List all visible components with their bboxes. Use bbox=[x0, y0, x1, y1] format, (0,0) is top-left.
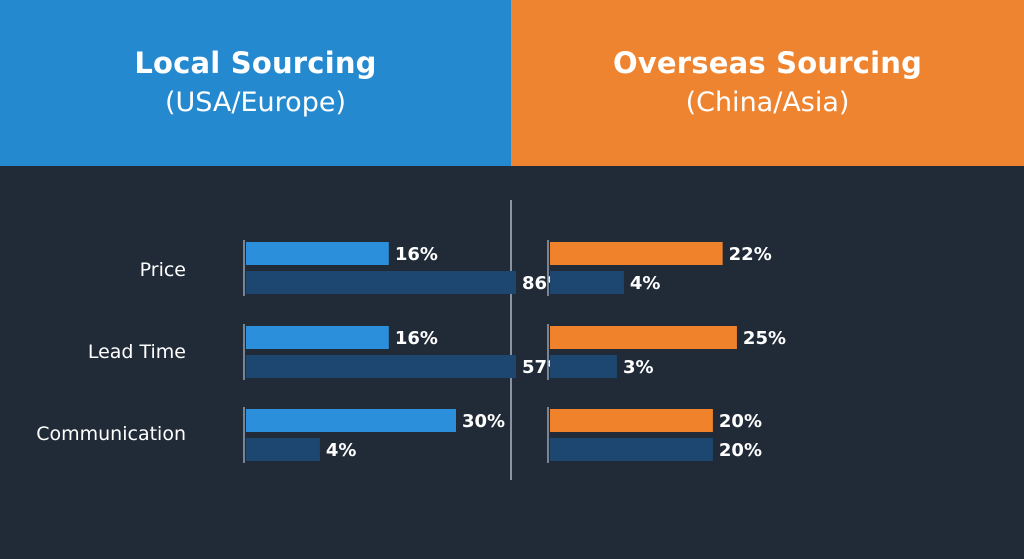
right-primary-bar-lead-time bbox=[550, 326, 737, 349]
left-secondary-label-communication: 4% bbox=[326, 440, 357, 461]
local-sourcing-title: Local Sourcing bbox=[134, 46, 377, 80]
category-label-lead-time: Lead Time bbox=[87, 341, 186, 363]
right-secondary-bar-communication bbox=[550, 438, 713, 461]
category-label-communication: Communication bbox=[36, 423, 186, 445]
right-primary-bar-price bbox=[550, 242, 723, 265]
right-secondary-bar-lead-time bbox=[550, 355, 617, 378]
right-secondary-label-communication: 20% bbox=[719, 440, 762, 461]
overseas-sourcing-title: Overseas Sourcing bbox=[612, 46, 923, 80]
right-secondary-label-price: 4% bbox=[630, 273, 661, 294]
left-primary-label-communication: 30% bbox=[462, 411, 505, 432]
left-secondary-bar-price bbox=[246, 271, 516, 294]
overseas-sourcing-header: Overseas Sourcing (China/Asia) bbox=[511, 0, 1024, 166]
right-primary-label-lead-time: 25% bbox=[743, 328, 786, 349]
category-label-price: Price bbox=[139, 259, 186, 281]
overseas-sourcing-subtitle: (China/Asia) bbox=[685, 87, 850, 118]
right-primary-bar-communication bbox=[550, 409, 713, 432]
left-primary-bar-communication bbox=[246, 409, 456, 432]
left-primary-bar-price bbox=[246, 242, 389, 265]
panel-divider bbox=[510, 200, 512, 480]
left-primary-bar-lead-time bbox=[246, 326, 389, 349]
left-primary-label-lead-time: 16% bbox=[395, 328, 438, 349]
left-secondary-bar-lead-time bbox=[246, 355, 516, 378]
right-primary-label-price: 22% bbox=[729, 244, 772, 265]
left-secondary-bar-communication bbox=[246, 438, 320, 461]
local-sourcing-header: Local Sourcing (USA/Europe) bbox=[0, 0, 511, 166]
right-secondary-bar-price bbox=[550, 271, 624, 294]
left-primary-label-price: 16% bbox=[395, 244, 438, 265]
local-sourcing-subtitle: (USA/Europe) bbox=[165, 87, 346, 118]
right-primary-label-communication: 20% bbox=[719, 411, 762, 432]
right-secondary-label-lead-time: 3% bbox=[623, 357, 654, 378]
